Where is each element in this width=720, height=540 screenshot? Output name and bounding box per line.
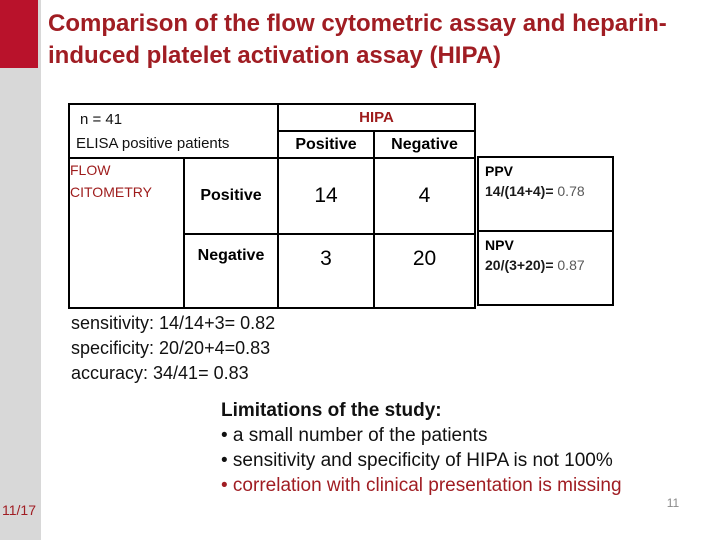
limitations-block: Limitations of the study: • a small numb… — [221, 398, 711, 498]
hipa-positive-header: Positive — [277, 130, 375, 159]
left-accent-bar — [0, 0, 41, 540]
limitation-bullet: • a small number of the patients — [221, 425, 488, 446]
row-label-positive: Positive — [183, 157, 279, 235]
limitation-bullet: • sensitivity and specificity of HIPA is… — [221, 450, 613, 471]
confusion-matrix-table: n = 41 ELISA positive patients HIPA Posi… — [68, 103, 476, 309]
page-number: 11 — [666, 496, 680, 510]
ppv-formula-line: 14/(14+4)= 0.78 — [485, 183, 585, 199]
value-cell: 14 — [277, 157, 375, 235]
row-label-negative: Negative — [183, 233, 279, 309]
slide-title-line1: Comparison of the flow cytometric assay … — [48, 10, 667, 37]
accuracy-line: accuracy: 34/41= 0.83 — [71, 363, 249, 383]
hipa-group-header: HIPA — [277, 103, 476, 132]
cohort-label: ELISA positive patients — [76, 135, 230, 152]
slide-title: Comparison of the flow cytometric assay … — [48, 8, 713, 72]
npv-cell: NPV 20/(3+20)= 0.87 — [477, 230, 614, 306]
n-label: n = 41 — [80, 111, 123, 128]
specificity-line: specificity: 20/20+4=0.83 — [71, 338, 271, 358]
ppv-label: PPV — [485, 163, 514, 179]
npv-formula-line: 20/(3+20)= 0.87 — [485, 257, 585, 273]
slide-title-line2: induced platelet activation assay (HIPA) — [48, 42, 502, 69]
sensitivity-line: sensitivity: 14/14+3= 0.82 — [71, 313, 276, 333]
limitations-heading: Limitations of the study: — [221, 400, 442, 421]
ppv-cell: PPV 14/(14+4)= 0.78 — [477, 156, 614, 232]
statistics-block: sensitivity: 14/14+3= 0.82 specificity: … — [71, 311, 275, 386]
value-cell: 3 — [277, 233, 375, 309]
predictive-values-box: PPV 14/(14+4)= 0.78 NPV 20/(3+20)= 0.87 — [477, 156, 614, 306]
slide-counter: 11/17 — [2, 502, 36, 518]
hipa-negative-header: Negative — [373, 130, 476, 159]
flow-citometry-label: FLOW CITOMETRY — [68, 157, 185, 309]
cohort-cell: n = 41 ELISA positive patients — [68, 103, 279, 159]
npv-label: NPV — [485, 237, 514, 253]
limitation-bullet: • correlation with clinical presentation… — [221, 475, 622, 496]
value-cell: 20 — [373, 233, 476, 309]
corner-accent-square — [0, 0, 38, 68]
value-cell: 4 — [373, 157, 476, 235]
